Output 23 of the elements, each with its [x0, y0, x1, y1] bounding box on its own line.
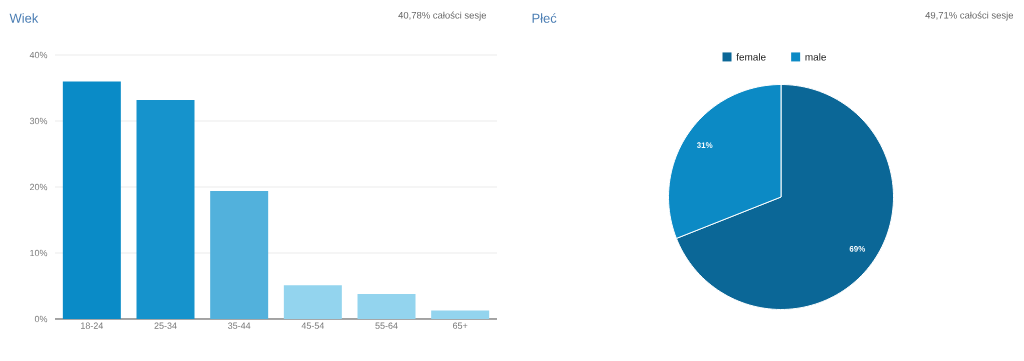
bar [283, 285, 342, 319]
legend-label: female [736, 53, 766, 61]
chart-title: Wiek [9, 13, 39, 23]
legend-label: male [805, 53, 826, 61]
y-tick-label: 0% [34, 315, 48, 323]
x-tick-label: 45-54 [301, 322, 325, 329]
x-tick-label: 18-24 [81, 322, 104, 329]
y-tick-label: 20% [29, 183, 48, 191]
text: 49,71% całości sesje [925, 11, 1014, 21]
x-tick-label: 35-44 [228, 322, 251, 329]
text: Płeć [532, 13, 557, 23]
x-tick-label: 65+ [453, 322, 468, 329]
bar [62, 81, 121, 319]
bar [136, 99, 195, 319]
x-tick-label: 25-34 [154, 322, 177, 329]
y-tick-label: 10% [30, 249, 48, 257]
chart-subtitle: 40,78% całości sesje [398, 11, 487, 21]
bar [431, 310, 490, 319]
bar [210, 190, 269, 319]
x-tick-label: 55-64 [375, 322, 398, 329]
bar [357, 293, 416, 319]
y-tick-label: 30% [29, 117, 48, 125]
y-tick-label: 40% [29, 51, 48, 59]
